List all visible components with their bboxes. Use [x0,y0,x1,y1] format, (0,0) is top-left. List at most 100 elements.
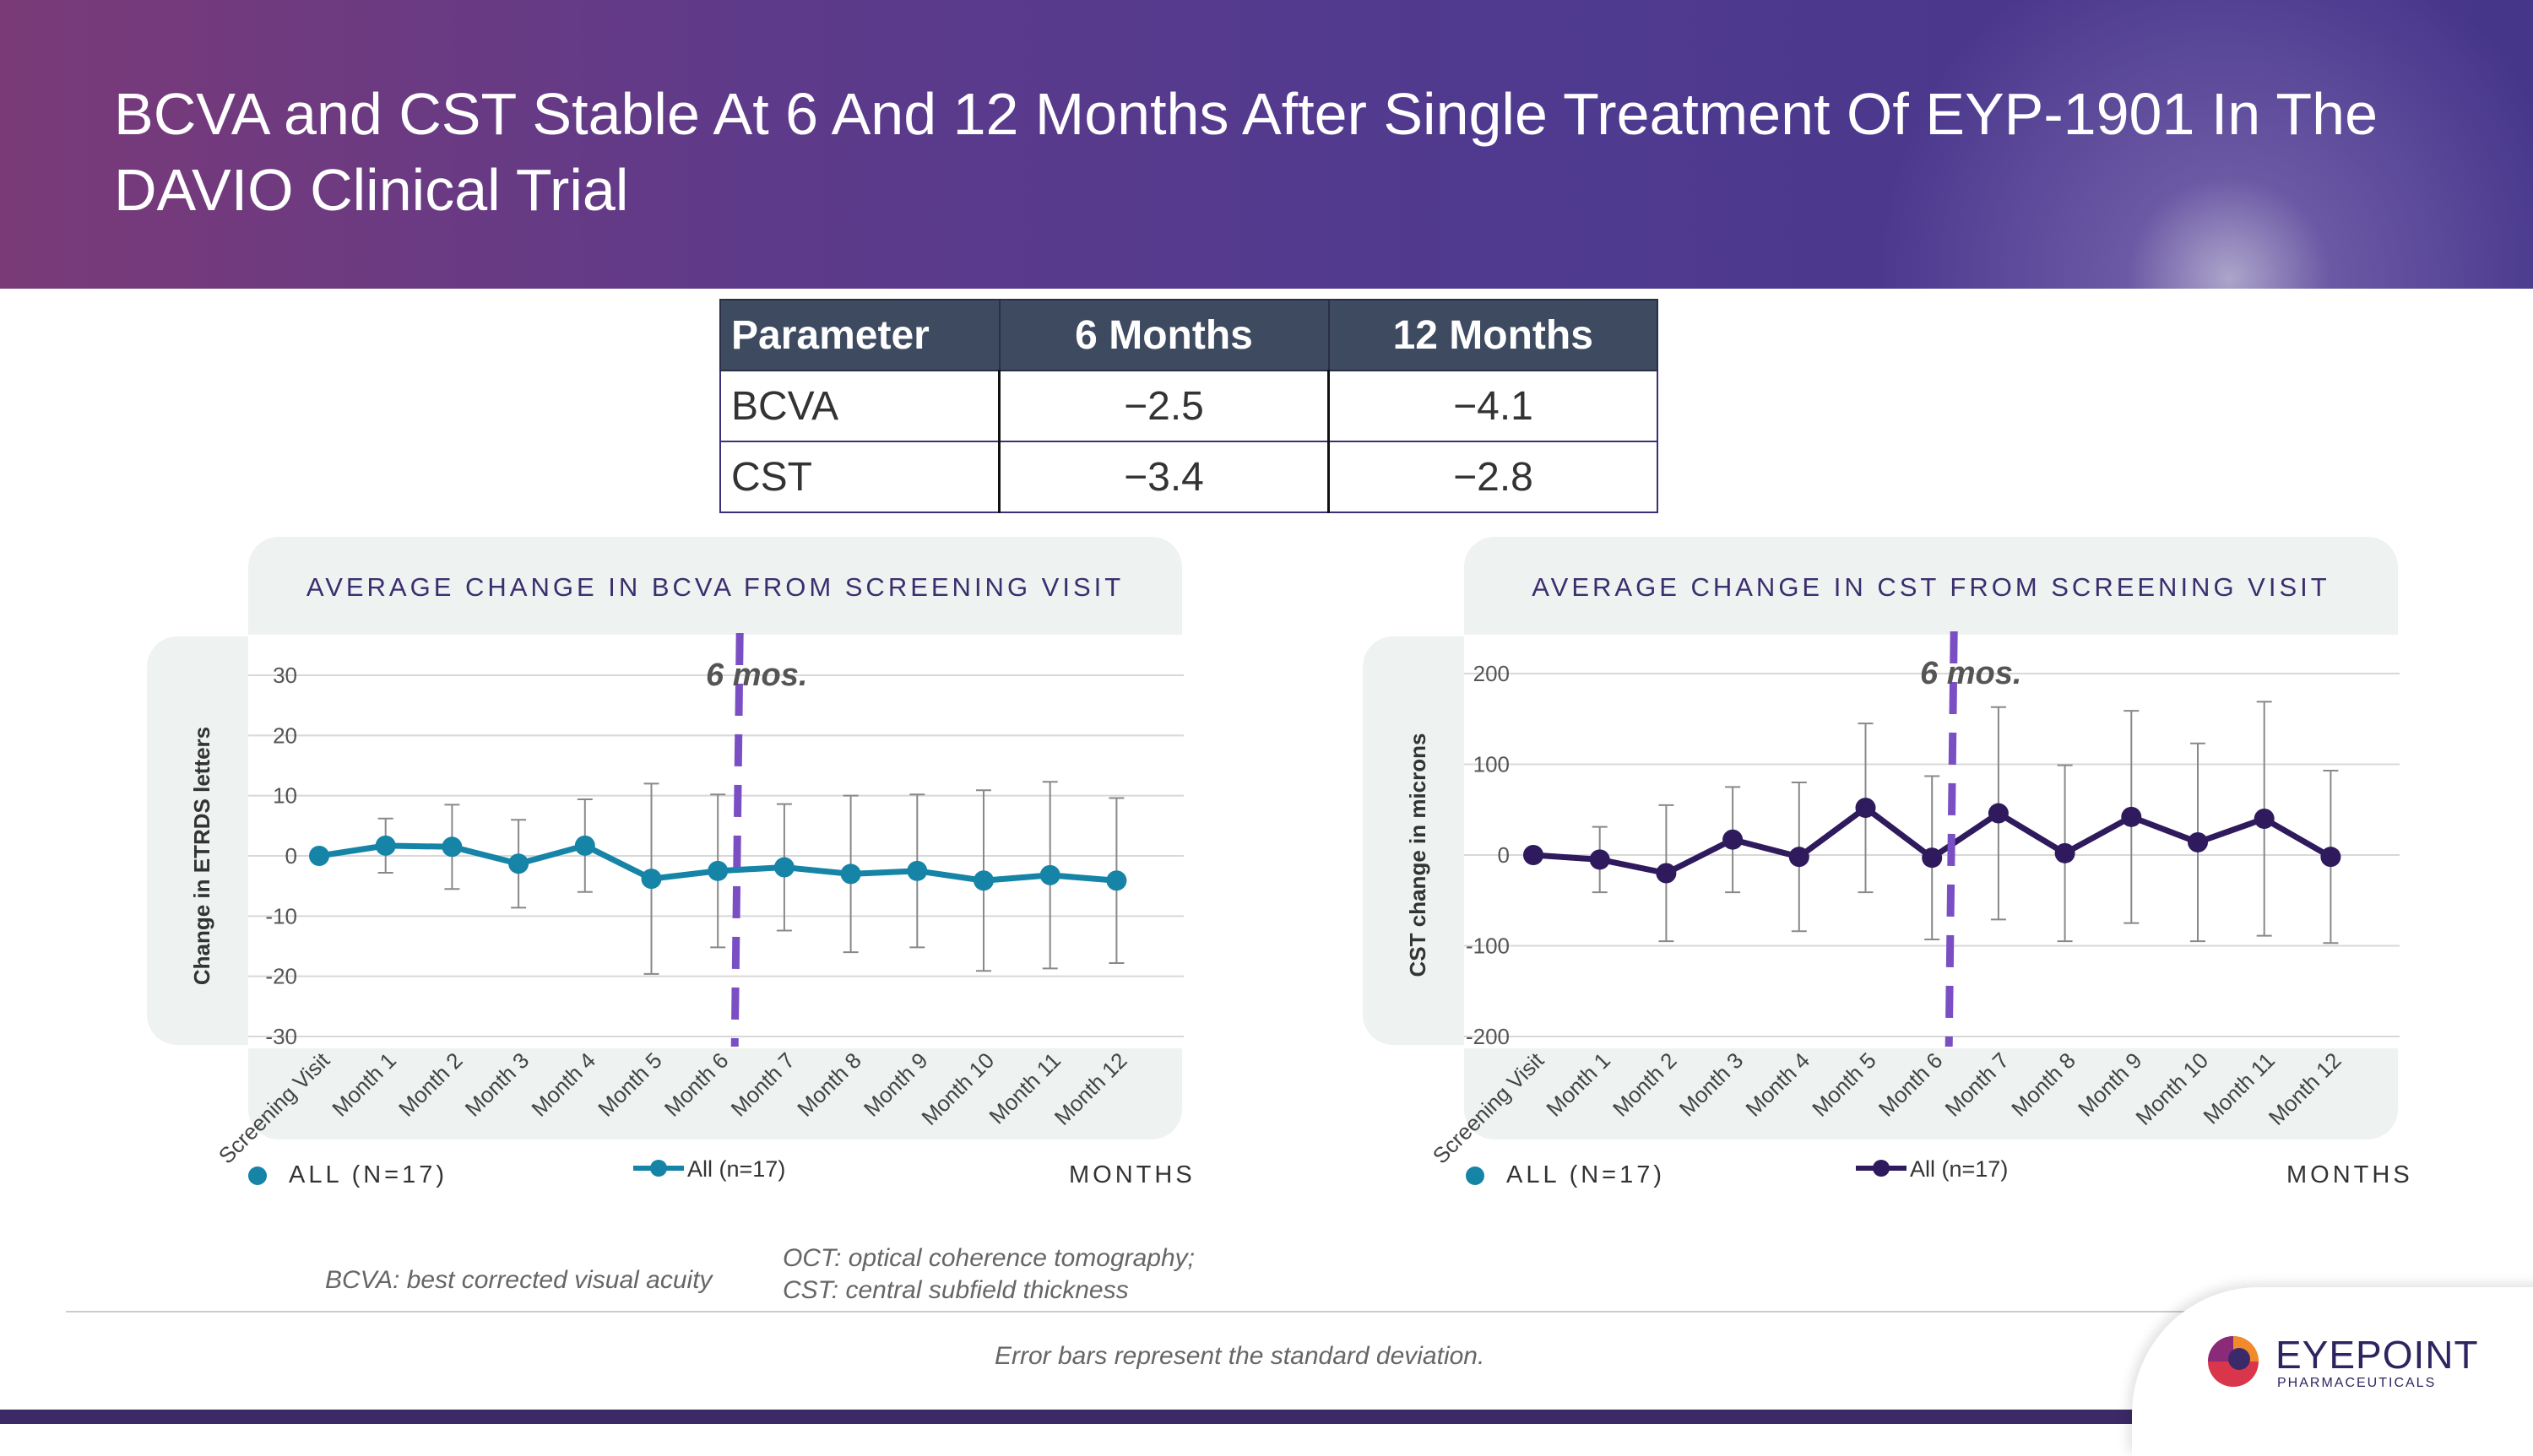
table-cell: −2.5 [998,370,1330,442]
bcva-xtick-label: Month 4 [526,1047,600,1122]
bcva-ytick-label: -10 [265,903,297,928]
bcva-plot-area [248,635,1184,1048]
cst-ytick-label: 200 [1473,661,1510,686]
bcva-chart-axis-panel [147,636,250,1045]
bcva-data-point [508,853,529,874]
footnote-error-bars: Error bars represent the standard deviat… [995,1342,1485,1370]
cst-data-point [2121,806,2142,827]
footnote-cst: CST: central subfield thickness [783,1276,1129,1304]
bcva-ytick-label: 20 [273,723,297,748]
cst-data-point [2320,847,2341,868]
bcva-data-point [442,836,463,858]
bcva-chart-title-panel [248,537,1182,635]
bcva-chart-title: AVERAGE CHANGE IN BCVA FROM SCREENING VI… [306,572,1125,602]
cst-ylabel: CST change in microns [1405,733,1430,977]
cst-xtick-label: Month 7 [1939,1047,2014,1122]
cst-xtick-label: Month 4 [1740,1047,1814,1122]
bcva-ytick-label: -20 [265,964,297,989]
cst-data-point [1855,798,1876,819]
bcva-data-point [974,870,994,891]
bcva-ytick-label: 10 [273,783,297,809]
bcva-six-month-marker [730,632,744,1047]
cst-data-point [1988,803,2009,824]
table-header-cell: Parameter [719,299,1001,371]
cst-legend-marker [1873,1160,1890,1177]
cst-data-point [1589,849,1610,870]
bcva-xtick-label: Month 1 [327,1047,401,1122]
bcva-xtick-label: Month 7 [725,1047,800,1122]
cst-data-point [2254,809,2275,829]
cst-legend-dot [1466,1166,1484,1185]
logo-subtext: PHARMACEUTICALS [2277,1376,2437,1390]
table-cell: −3.4 [998,441,1330,513]
bcva-xtick-label: Month 5 [593,1047,667,1122]
table-header-cell: 6 Months [998,299,1330,371]
bcva-legend-series-name: All (n=17) [687,1156,785,1182]
cst-six-month-marker [1944,631,1958,1047]
cst-legend-label: ALL (N=17) [1506,1161,1666,1188]
bcva-ylabel: Change in ETRDS letters [189,727,214,985]
bcva-xtick-label: Month 10 [916,1047,999,1130]
cst-data-point [1523,845,1543,865]
bcva-xaxis-label: MONTHS [1069,1161,1196,1188]
table-header-row: Parameter 6 Months 12 Months [719,299,1658,371]
cst-ytick-label: 0 [1498,842,1510,868]
bcva-xtick-label: Month 3 [460,1047,534,1122]
table-cell: −2.8 [1327,441,1658,513]
table-cell: −4.1 [1327,370,1658,442]
table-cell: CST [719,441,1001,513]
table-header-cell: 12 Months [1327,299,1658,371]
cst-data-point [1922,847,1943,869]
cst-xtick-label: Month 10 [2130,1047,2213,1130]
bcva-data-point [1039,864,1060,885]
cst-data-point [2188,831,2208,852]
bcva-data-point [907,860,928,881]
cst-xtick-label: Month 1 [1541,1047,1615,1122]
bcva-data-point [574,835,595,856]
bcva-legend-label: ALL (N=17) [289,1161,448,1188]
bcva-data-point [708,860,729,881]
table-row: BCVA −2.5 −4.1 [719,370,1658,442]
cst-ytick-label: -100 [1466,934,1510,959]
bcva-ytick-label: 30 [273,663,297,688]
bcva-data-point [375,835,396,856]
bcva-data-point [773,857,795,878]
bcva-legend-marker [650,1160,667,1177]
cst-xtick-label: Month 3 [1674,1047,1749,1122]
bcva-xtick-label: Month 6 [659,1047,734,1122]
bcva-chart-xaxis-panel [248,1048,1182,1139]
eyepoint-logo-icon [2208,1336,2259,1387]
cst-xaxis-label: MONTHS [2286,1161,2413,1188]
bcva-xtick-label: Month 12 [1050,1047,1132,1130]
cst-chart-xaxis-panel [1464,1048,2398,1139]
cst-xtick-label: Screening Visit [1428,1047,1549,1168]
bcva-data-point [840,863,861,885]
logo-text: EYEPOINT [2275,1333,2479,1377]
bcva-xtick-label: Month 8 [792,1047,866,1122]
cst-ytick-label: 100 [1473,752,1510,777]
cst-six-month-annotation: 6 mos. [1920,656,2021,691]
cst-ytick-label: -200 [1466,1024,1510,1049]
cst-data-point [1722,829,1744,850]
cst-xtick-label: Month 6 [1874,1047,1948,1122]
page-title: BCVA and CST Stable At 6 And 12 Months A… [114,81,2378,223]
bcva-data-point [641,869,662,890]
cst-xtick-label: Month 8 [2006,1047,2080,1122]
bcva-data-point [1106,870,1127,891]
cst-data-point [1788,847,1809,868]
bcva-legend-dot [248,1166,267,1185]
cst-xtick-label: Month 5 [1807,1047,1881,1122]
footnote-oct: OCT: optical coherence tomography; [783,1244,1196,1272]
cst-data-point [1656,863,1677,884]
bcva-data-point [309,846,329,866]
bcva-six-month-annotation: 6 mos. [706,658,807,693]
cst-chart-axis-panel [1363,636,1466,1045]
header-banner [0,0,2533,289]
cst-legend-series-name: All (n=17) [1910,1156,2008,1182]
bcva-ytick-label: 0 [285,843,297,869]
cst-chart-title-panel [1464,537,2398,635]
footer-divider [66,1311,2227,1313]
cst-xtick-label: Month 2 [1608,1047,1682,1122]
bcva-ytick-label: -30 [265,1024,297,1049]
